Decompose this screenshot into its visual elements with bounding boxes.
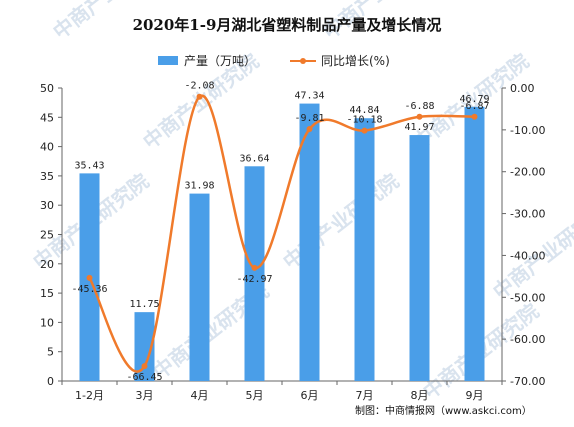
- legend-label-production: 产量（万吨）: [184, 54, 256, 68]
- growth-point: [306, 126, 313, 133]
- x-tick-label: 7月: [356, 389, 374, 402]
- right-tick-label: 0.00: [510, 82, 535, 95]
- chart-title: 2020年1-9月湖北省塑料制品产量及增长情况: [133, 16, 442, 34]
- x-tick-label: 8月: [411, 389, 429, 402]
- left-tick-label: 30: [40, 199, 54, 212]
- watermark-text: 中商产业研究院: [278, 169, 403, 274]
- bar: [189, 193, 210, 381]
- legend-swatch-production: [158, 56, 178, 65]
- right-tick-label: -10.00: [510, 124, 545, 137]
- data-labels: 35.43 11.75 31.98 36.64 47.34 44.84 41.97 46.79…: [71, 81, 489, 383]
- growth-value-label: -6.87: [459, 101, 489, 112]
- left-tick-label: 5: [47, 346, 54, 359]
- right-tick-label: -60.00: [510, 333, 545, 346]
- bar-value-label: 47.34: [294, 91, 324, 102]
- line-series: [86, 93, 478, 373]
- bar: [244, 166, 265, 381]
- legend-label-growth: 同比增长(%): [321, 54, 390, 68]
- bar-value-label: 36.64: [239, 153, 269, 164]
- bar-value-label: 11.75: [129, 299, 159, 310]
- growth-value-label: -9.81: [294, 113, 324, 124]
- left-tick-label: 50: [40, 82, 54, 95]
- left-tick-label: 10: [40, 316, 54, 329]
- x-tick-label: 3月: [136, 389, 154, 402]
- left-tick-label: 45: [40, 111, 54, 124]
- growth-line: [88, 94, 475, 373]
- x-tick-label: 4月: [191, 389, 209, 402]
- growth-point: [196, 93, 203, 100]
- growth-point: [471, 113, 478, 120]
- right-tick-label: -50.00: [510, 291, 545, 304]
- bar: [464, 106, 485, 381]
- growth-value-label: -45.36: [71, 284, 107, 295]
- right-tick-label: -20.00: [510, 166, 545, 179]
- right-tick-label: -70.00: [510, 375, 545, 388]
- growth-point: [251, 264, 258, 271]
- growth-point: [416, 113, 423, 120]
- left-tick-label: 35: [40, 170, 54, 183]
- x-tick-label: 9月: [466, 389, 484, 402]
- bar-value-label: 46.79: [459, 94, 489, 105]
- legend: 产量（万吨） 同比增长(%): [158, 54, 390, 68]
- bar: [409, 135, 430, 381]
- left-tick-label: 15: [40, 287, 54, 300]
- right-tick-label: -30.00: [510, 208, 545, 221]
- legend-marker-growth: [300, 58, 306, 64]
- growth-point: [86, 274, 93, 281]
- x-tick-label: 1-2月: [75, 389, 104, 402]
- left-tick-label: 20: [40, 258, 54, 271]
- bar-value-label: 35.43: [74, 160, 104, 171]
- growth-value-label: -2.08: [184, 81, 214, 92]
- growth-value-label: -10.18: [346, 115, 382, 126]
- bar-value-label: 41.97: [404, 122, 434, 133]
- growth-value-label: -42.97: [236, 274, 272, 285]
- bar-series: [79, 103, 485, 382]
- x-tick-label: 5月: [246, 389, 264, 402]
- left-tick-label: 25: [40, 229, 54, 242]
- growth-value-label: -66.45: [126, 372, 162, 383]
- bar-value-label: 44.84: [349, 105, 379, 116]
- growth-value-label: -6.88: [404, 101, 434, 112]
- x-tick-label: 6月: [301, 389, 319, 402]
- right-tick-label: -40.00: [510, 249, 545, 262]
- left-tick-label: 40: [40, 141, 54, 154]
- bar: [354, 118, 375, 381]
- bar-value-label: 31.98: [184, 181, 214, 192]
- source-note: 制图：中商情报网（www.askci.com）: [355, 404, 532, 417]
- left-tick-label: 0: [47, 375, 54, 388]
- bar: [299, 103, 320, 382]
- bar: [134, 312, 155, 381]
- growth-point: [141, 363, 148, 370]
- growth-point: [361, 127, 368, 134]
